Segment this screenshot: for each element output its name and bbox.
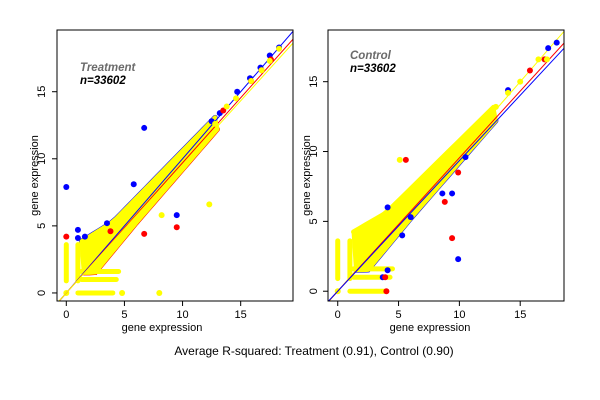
plot-frame: [56, 29, 294, 302]
data-point-yellow: [396, 156, 403, 163]
y-axis-title: gene expression: [29, 135, 41, 216]
y-tick-label: 0: [308, 288, 320, 294]
treatment-panel: 0 5 10 15 0 5 10 15 gene expression gene expressi…: [29, 29, 294, 334]
data-point-red: [383, 288, 390, 295]
y-tick-label: 0: [36, 290, 48, 296]
data-point-blue: [74, 234, 81, 241]
data-point-red: [526, 67, 533, 74]
plot-frame: [327, 29, 565, 302]
data-point-yellow: [492, 103, 499, 110]
data-point-blue: [81, 233, 88, 240]
data-point-blue: [553, 39, 560, 46]
data-point-red: [107, 228, 114, 235]
x-tick-label: 10: [453, 309, 465, 321]
data-point-yellow: [480, 117, 487, 124]
sample-count-label: n=33602: [350, 63, 396, 75]
data-point-blue: [234, 88, 241, 95]
data-point-blue: [141, 124, 148, 131]
dense-point-band: [351, 105, 498, 273]
data-point-red: [441, 198, 448, 205]
data-point-blue: [545, 45, 552, 52]
data-point-blue: [384, 204, 391, 211]
data-point-yellow: [535, 56, 542, 63]
dense-point-band: [79, 115, 220, 275]
x-tick-label: 5: [121, 309, 127, 321]
x-tick-label: 15: [235, 309, 247, 321]
data-point-yellow: [505, 89, 512, 96]
x-tick-label: 15: [514, 309, 526, 321]
data-point-blue: [407, 214, 414, 221]
data-point-yellow: [158, 212, 165, 219]
fit-line-yellow: [58, 42, 293, 301]
data-point-red: [141, 230, 148, 237]
data-point-yellow: [212, 120, 219, 127]
data-point-yellow: [266, 57, 273, 64]
data-point-yellow: [119, 289, 126, 296]
data-point-yellow: [206, 201, 213, 208]
fit-line-blue: [58, 31, 293, 301]
data-point-red: [449, 235, 456, 242]
y-tick-label: 15: [36, 86, 48, 98]
x-tick-label: 10: [176, 309, 188, 321]
plot-area: [58, 31, 293, 301]
data-point-blue: [63, 183, 70, 190]
data-point-blue: [462, 154, 469, 161]
y-tick-label: 5: [36, 223, 48, 229]
x-axis-title: gene expression: [122, 322, 203, 334]
x-tick-label: 0: [63, 309, 69, 321]
fit-line-yellow: [328, 31, 564, 301]
data-point-yellow: [517, 78, 524, 85]
group-label: Control: [350, 50, 392, 62]
data-point-yellow: [276, 45, 283, 52]
y-tick-label: 10: [308, 145, 320, 157]
data-point-yellow: [156, 289, 163, 296]
data-point-yellow: [248, 77, 255, 84]
data-point-blue: [74, 226, 81, 233]
data-point-yellow: [233, 95, 240, 102]
data-point-blue: [384, 267, 391, 274]
data-point-blue: [455, 256, 462, 263]
data-point-red: [173, 224, 180, 231]
data-point-red: [382, 274, 389, 281]
control-panel: 0 5 10 15 0 5 10 15 gene expression gene expressi…: [301, 29, 565, 334]
data-point-yellow: [223, 103, 230, 110]
data-point-red: [402, 156, 409, 163]
y-tick-label: 15: [308, 76, 320, 88]
x-tick-label: 5: [395, 309, 401, 321]
x-tick-label: 0: [335, 309, 341, 321]
data-point-red: [455, 169, 462, 176]
data-point-red: [220, 107, 227, 114]
data-point-yellow: [258, 67, 265, 74]
fit-line-blue: [328, 47, 564, 301]
sample-count-label: n=33602: [80, 75, 126, 87]
x-axis-title: gene expression: [390, 322, 471, 334]
data-point-blue: [130, 181, 137, 188]
data-point-blue: [173, 212, 180, 219]
data-point-blue: [439, 190, 446, 197]
data-point-blue: [449, 190, 456, 197]
group-label: Treatment: [80, 62, 137, 74]
figure-caption: Average R-squared: Treatment (0.91), Con…: [174, 344, 453, 358]
data-point-blue: [399, 232, 406, 239]
y-axis-title: gene expression: [301, 135, 313, 216]
plot-area: [328, 31, 564, 301]
y-tick-label: 5: [308, 218, 320, 224]
y-tick-label: 10: [36, 153, 48, 165]
data-point-yellow: [543, 56, 550, 63]
data-point-blue: [103, 220, 110, 227]
data-point-red: [63, 233, 70, 240]
data-point-yellow: [415, 180, 422, 187]
